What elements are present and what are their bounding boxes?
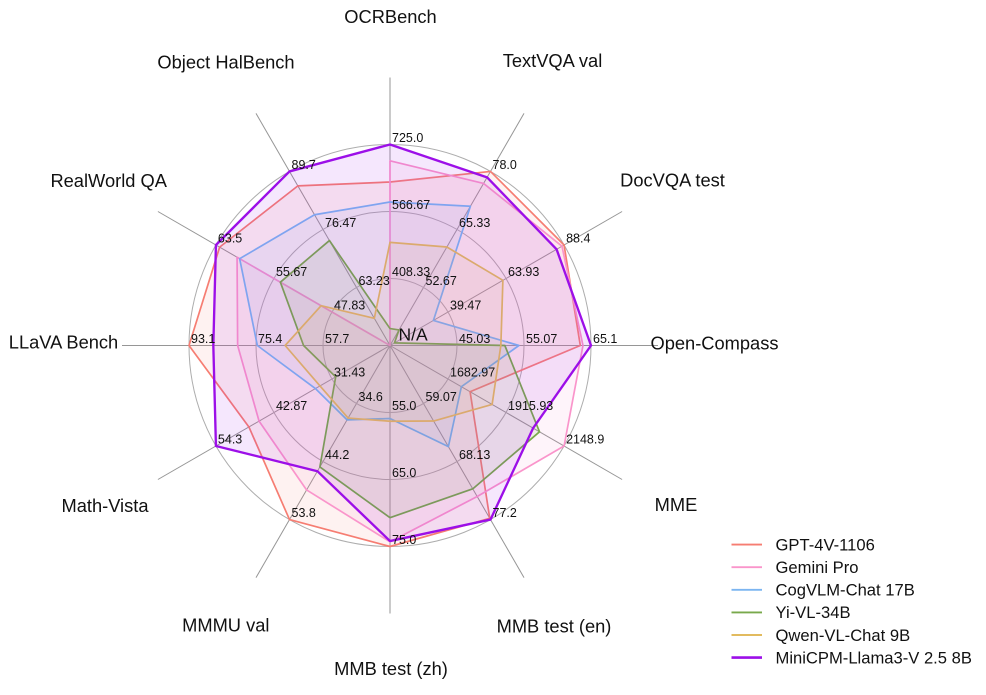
svg-text:Yi-VL-34B: Yi-VL-34B xyxy=(776,603,851,622)
svg-text:566.67: 566.67 xyxy=(392,198,430,212)
svg-text:Math-Vista: Math-Vista xyxy=(61,495,149,516)
svg-text:725.0: 725.0 xyxy=(392,131,423,145)
svg-text:MMB test (en): MMB test (en) xyxy=(497,615,612,636)
svg-text:RealWorld QA: RealWorld QA xyxy=(50,170,167,191)
svg-text:55.0: 55.0 xyxy=(392,399,416,413)
svg-text:MMMU val: MMMU val xyxy=(182,615,269,636)
svg-text:44.2: 44.2 xyxy=(325,448,349,462)
svg-text:DocVQA test: DocVQA test xyxy=(620,170,725,191)
svg-text:N/A: N/A xyxy=(399,325,429,345)
svg-text:65.0: 65.0 xyxy=(392,466,416,480)
svg-text:65.1: 65.1 xyxy=(593,332,617,346)
svg-text:63.5: 63.5 xyxy=(218,232,242,246)
svg-text:1682.97: 1682.97 xyxy=(450,366,495,380)
svg-text:47.83: 47.83 xyxy=(334,299,365,313)
svg-text:Gemini Pro: Gemini Pro xyxy=(776,558,859,577)
svg-text:TextVQA val: TextVQA val xyxy=(503,50,603,71)
svg-text:77.2: 77.2 xyxy=(493,506,517,520)
svg-text:88.4: 88.4 xyxy=(566,232,590,246)
svg-text:54.3: 54.3 xyxy=(218,433,242,447)
svg-text:63.23: 63.23 xyxy=(359,274,390,288)
svg-text:45.03: 45.03 xyxy=(459,332,490,346)
svg-text:89.7: 89.7 xyxy=(292,158,316,172)
svg-text:75.0: 75.0 xyxy=(392,533,416,547)
svg-text:75.4: 75.4 xyxy=(258,332,282,346)
svg-text:2148.9: 2148.9 xyxy=(566,433,604,447)
svg-text:OCRBench: OCRBench xyxy=(344,6,436,27)
svg-text:34.6: 34.6 xyxy=(359,390,383,404)
svg-text:76.47: 76.47 xyxy=(325,216,356,230)
svg-text:57.7: 57.7 xyxy=(325,332,349,346)
svg-text:Qwen-VL-Chat 9B: Qwen-VL-Chat 9B xyxy=(776,626,911,645)
svg-text:Object HalBench: Object HalBench xyxy=(157,52,294,73)
svg-text:55.67: 55.67 xyxy=(276,265,307,279)
svg-text:MME: MME xyxy=(655,494,698,515)
svg-text:42.87: 42.87 xyxy=(276,399,307,413)
svg-text:39.47: 39.47 xyxy=(450,299,481,313)
svg-text:65.33: 65.33 xyxy=(459,216,490,230)
svg-text:78.0: 78.0 xyxy=(493,158,517,172)
svg-text:59.07: 59.07 xyxy=(426,390,457,404)
svg-text:93.1: 93.1 xyxy=(191,332,215,346)
svg-text:GPT-4V-1106: GPT-4V-1106 xyxy=(776,535,875,554)
svg-text:CogVLM-Chat 17B: CogVLM-Chat 17B xyxy=(776,581,915,600)
svg-text:31.43: 31.43 xyxy=(334,366,365,380)
svg-text:MMB test (zh): MMB test (zh) xyxy=(334,658,448,679)
svg-text:63.93: 63.93 xyxy=(508,265,539,279)
svg-text:55.07: 55.07 xyxy=(526,332,557,346)
svg-text:53.8: 53.8 xyxy=(292,506,316,520)
svg-text:LLaVA Bench: LLaVA Bench xyxy=(9,332,118,353)
svg-text:68.13: 68.13 xyxy=(459,448,490,462)
svg-text:52.67: 52.67 xyxy=(426,274,457,288)
svg-text:1915.93: 1915.93 xyxy=(508,399,553,413)
svg-text:MiniCPM-Llama3-V 2.5 8B: MiniCPM-Llama3-V 2.5 8B xyxy=(776,648,972,667)
svg-text:408.33: 408.33 xyxy=(392,265,430,279)
svg-text:Open-Compass: Open-Compass xyxy=(650,333,778,354)
